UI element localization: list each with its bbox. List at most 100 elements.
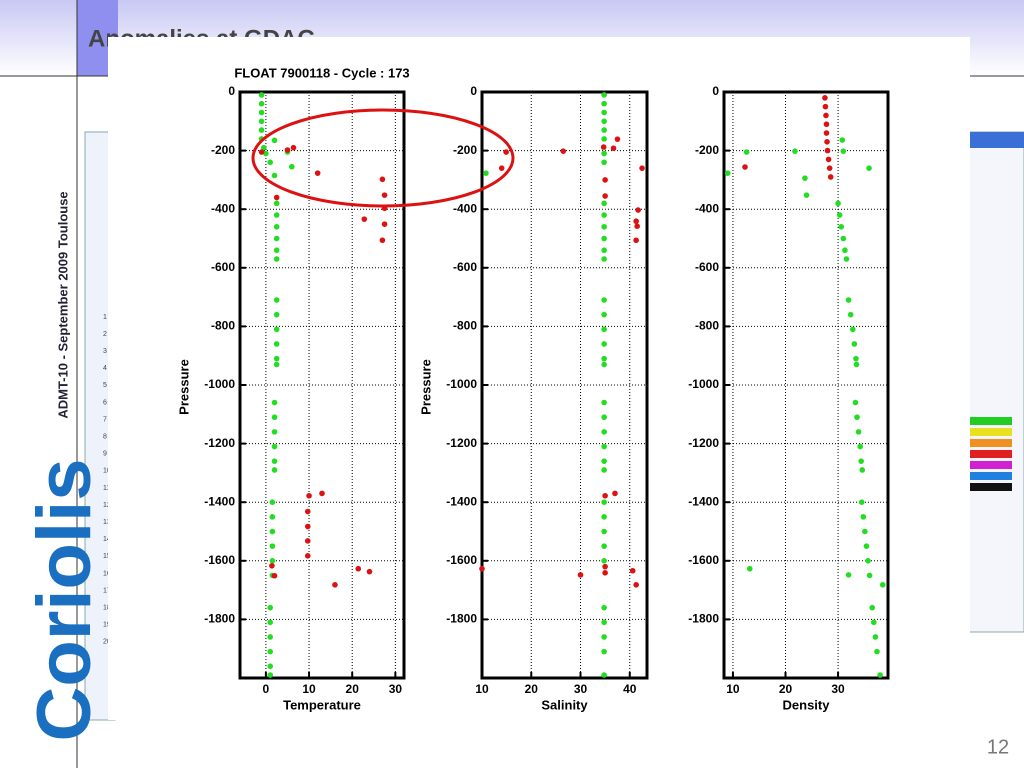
data-point <box>271 467 278 473</box>
bg-row-number: 9 <box>103 451 107 458</box>
data-point <box>839 137 846 143</box>
y-tick-label: -800 <box>211 319 235 333</box>
chart-title: FLOAT 7900118 - Cycle : 173 <box>234 65 409 80</box>
bg-row-number: 5 <box>103 382 107 389</box>
data-point <box>601 443 607 450</box>
data-point <box>601 355 607 362</box>
data-point <box>601 429 607 435</box>
data-point <box>857 443 863 450</box>
data-point <box>601 297 607 303</box>
data-point <box>601 127 607 133</box>
data-point <box>863 543 870 549</box>
data-point <box>601 100 607 107</box>
data-point <box>267 604 274 611</box>
y-tick-label: -1000 <box>446 377 477 391</box>
data-point <box>271 458 278 464</box>
bg-row-number: 6 <box>103 399 107 406</box>
page-number: 12 <box>987 736 1009 758</box>
data-point <box>635 207 641 213</box>
bg-row-number: 3 <box>103 348 107 355</box>
data-point <box>304 523 311 530</box>
bg-row-number: 17 <box>103 587 111 594</box>
data-point <box>858 499 865 506</box>
data-point <box>601 159 607 166</box>
y-tick-label: -1200 <box>446 436 477 450</box>
data-point <box>602 193 608 199</box>
highlight-ellipse <box>251 108 515 208</box>
bg-window-titlebar <box>960 132 1024 148</box>
y-tick-label: -200 <box>695 143 719 157</box>
data-point <box>845 297 852 303</box>
data-point <box>853 355 859 362</box>
y-tick-label: -1600 <box>688 553 719 567</box>
data-point <box>802 175 808 181</box>
y-tick-label: -1400 <box>688 494 719 508</box>
data-point <box>860 514 867 520</box>
data-point <box>855 429 862 435</box>
y-tick-label: -1000 <box>204 377 235 391</box>
data-point <box>602 570 608 576</box>
plot-frame <box>238 90 406 680</box>
data-point <box>601 200 607 207</box>
y-tick-label: -1800 <box>204 612 235 626</box>
x-tick-label: 30 <box>574 682 588 696</box>
data-point <box>601 361 607 368</box>
data-point <box>269 543 276 549</box>
data-point <box>601 247 607 254</box>
data-point <box>601 136 607 142</box>
data-point <box>633 237 639 244</box>
data-point <box>601 648 607 655</box>
y-tick-label: -1400 <box>204 494 235 508</box>
data-point <box>743 149 750 155</box>
data-point <box>824 147 831 154</box>
data-point <box>560 148 567 154</box>
x-tick-label: 20 <box>525 682 539 696</box>
data-point <box>845 572 852 578</box>
data-point <box>258 109 265 116</box>
data-point <box>601 672 607 678</box>
data-point <box>634 223 640 229</box>
data-point <box>840 148 847 154</box>
data-point <box>271 443 278 450</box>
data-point <box>601 414 607 421</box>
data-point <box>601 256 607 262</box>
data-point <box>838 223 845 230</box>
data-point <box>577 572 584 578</box>
data-point <box>269 514 276 520</box>
y-tick-label: -200 <box>453 143 477 157</box>
data-point <box>871 619 877 626</box>
bg-row-number: 16 <box>103 570 111 577</box>
data-point <box>290 144 297 151</box>
data-point <box>851 341 858 347</box>
data-point <box>258 149 265 155</box>
data-point <box>271 172 278 179</box>
data-point <box>271 572 278 579</box>
data-point <box>823 112 829 119</box>
data-point <box>271 399 278 406</box>
data-point <box>601 528 607 535</box>
data-point <box>843 256 850 262</box>
x-tick-label: 10 <box>302 682 316 696</box>
data-point <box>854 414 860 421</box>
data-point <box>824 139 830 145</box>
charts: 0 -200 -400 -600 -800 -1000 -1200 -1400 -1600 -18… <box>176 65 890 712</box>
data-point <box>601 558 607 564</box>
data-point <box>314 170 321 176</box>
data-point <box>273 247 280 254</box>
data-point <box>601 619 607 626</box>
data-point <box>836 212 843 218</box>
data-point <box>869 604 876 611</box>
data-point <box>842 247 848 254</box>
data-point <box>267 634 274 640</box>
data-point <box>288 163 295 170</box>
data-point <box>826 165 833 171</box>
x-tick-label: 20 <box>346 682 360 696</box>
bg-row-number: 1 <box>103 314 107 321</box>
data-point <box>823 121 830 128</box>
data-point <box>792 148 798 154</box>
data-point <box>498 165 505 171</box>
data-point <box>601 118 607 125</box>
data-point <box>602 177 608 183</box>
bg-row-number: 20 <box>103 639 111 646</box>
